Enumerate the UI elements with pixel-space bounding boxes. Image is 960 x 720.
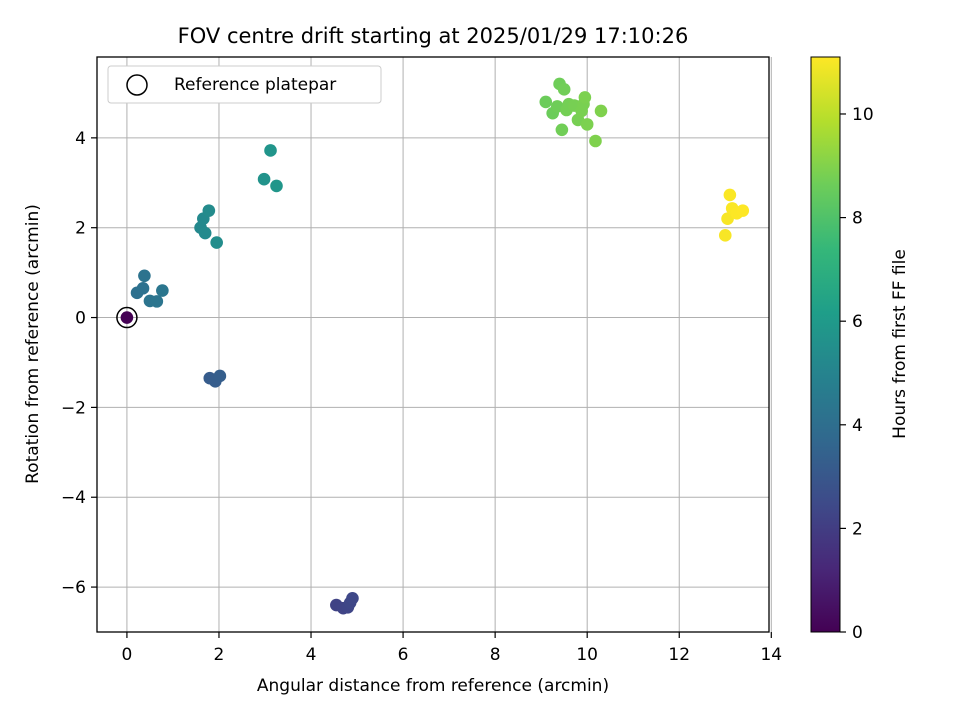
data-points [120,77,750,615]
data-point [213,369,227,383]
data-point [723,188,737,202]
legend-label: Reference platepar [174,75,336,95]
colorbar-tick-label: 0 [852,623,863,643]
y-tick-label: −2 [61,398,86,418]
colorbar-tick-label: 6 [852,312,863,332]
data-point [150,295,164,308]
plot-frame [96,56,770,633]
x-tick-label: 12 [668,645,690,665]
data-point [578,91,592,104]
y-tick-label: −4 [61,488,86,508]
y-tick-label: −6 [61,578,86,598]
y-tick-label: 2 [75,219,86,239]
colorbar [810,56,841,633]
y-axis-label: Rotation from reference (arcmin) [23,204,43,484]
data-point [555,123,569,137]
data-point [202,204,216,217]
data-point [580,118,594,131]
x-ticks: 0 2 4 6 8 10 12 14 [122,632,782,665]
legend-box [107,65,382,104]
data-point [718,229,732,242]
x-tick-label: 2 [214,645,225,665]
x-tick-label: 10 [576,645,598,665]
y-tick-label: 0 [75,309,86,329]
data-point [721,212,734,226]
grid [97,57,772,632]
x-tick-label: 4 [306,645,317,665]
data-point [257,172,271,186]
colorbar-tick-label: 2 [852,519,863,539]
x-tick-label: 0 [122,645,133,665]
data-point [589,134,602,148]
colorbar-ticks: 0 2 4 6 8 10 [840,105,874,643]
colorbar-tick-label: 4 [852,416,863,436]
data-point [136,282,150,295]
legend-marker [126,74,148,96]
data-point [346,592,359,605]
data-point [270,179,283,193]
reference-circle [116,306,138,329]
data-point [156,284,169,297]
colorbar-tick-label: 8 [852,209,863,229]
data-point [210,236,223,249]
x-tick-label: 8 [490,645,501,665]
data-point [539,95,553,109]
data-point [198,226,212,240]
legend: Reference platepar [107,65,382,104]
chart-title: FOV centre drift starting at 2025/01/29 … [178,24,689,48]
y-tick-label: 4 [75,129,86,149]
data-point [557,83,571,96]
data-point [264,144,277,157]
y-ticks: −6 −4 −2 0 2 4 [61,129,97,598]
x-tick-label: 14 [760,645,782,665]
x-axis-label: Angular distance from reference (arcmin) [257,676,609,696]
colorbar-label: Hours from first FF file [890,249,910,439]
data-point [594,104,608,118]
reference-marker [116,306,138,329]
data-point [736,204,750,217]
colorbar-tick-label: 10 [852,105,874,125]
data-point [120,311,134,324]
x-tick-label: 6 [398,645,409,665]
data-point [138,269,151,283]
